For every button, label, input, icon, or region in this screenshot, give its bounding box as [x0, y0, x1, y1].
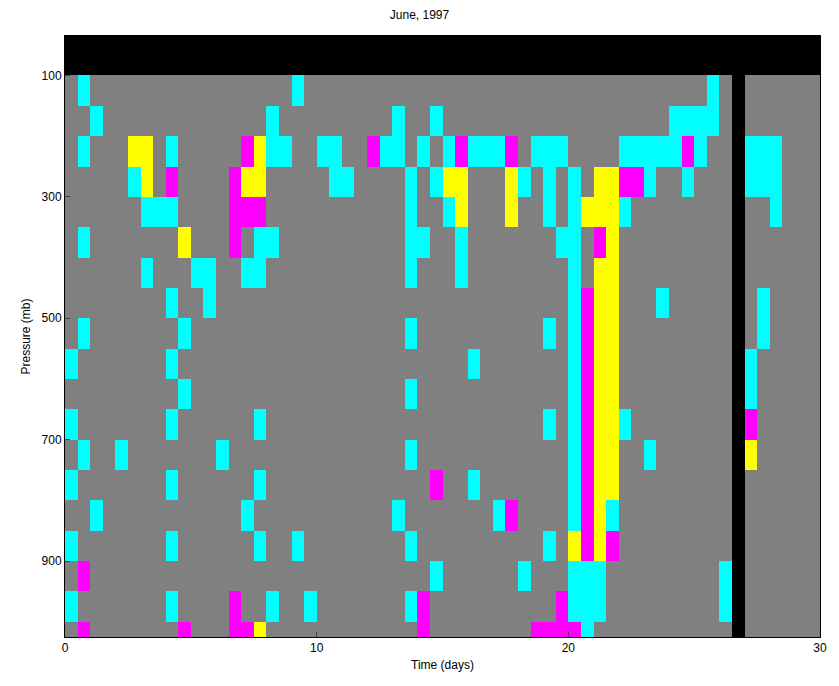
svg-text:900: 900	[42, 554, 62, 568]
svg-text:Pressure (mb): Pressure (mb)	[19, 298, 33, 374]
svg-text:300: 300	[42, 190, 62, 204]
svg-text:700: 700	[42, 433, 62, 447]
svg-text:500: 500	[42, 311, 62, 325]
svg-text:10: 10	[310, 641, 324, 655]
svg-text:June, 1997: June, 1997	[390, 8, 450, 22]
svg-text:30: 30	[813, 641, 827, 655]
svg-text:Time (days): Time (days)	[411, 658, 474, 672]
svg-text:100: 100	[42, 69, 62, 83]
svg-text:0: 0	[62, 641, 69, 655]
svg-text:20: 20	[562, 641, 576, 655]
